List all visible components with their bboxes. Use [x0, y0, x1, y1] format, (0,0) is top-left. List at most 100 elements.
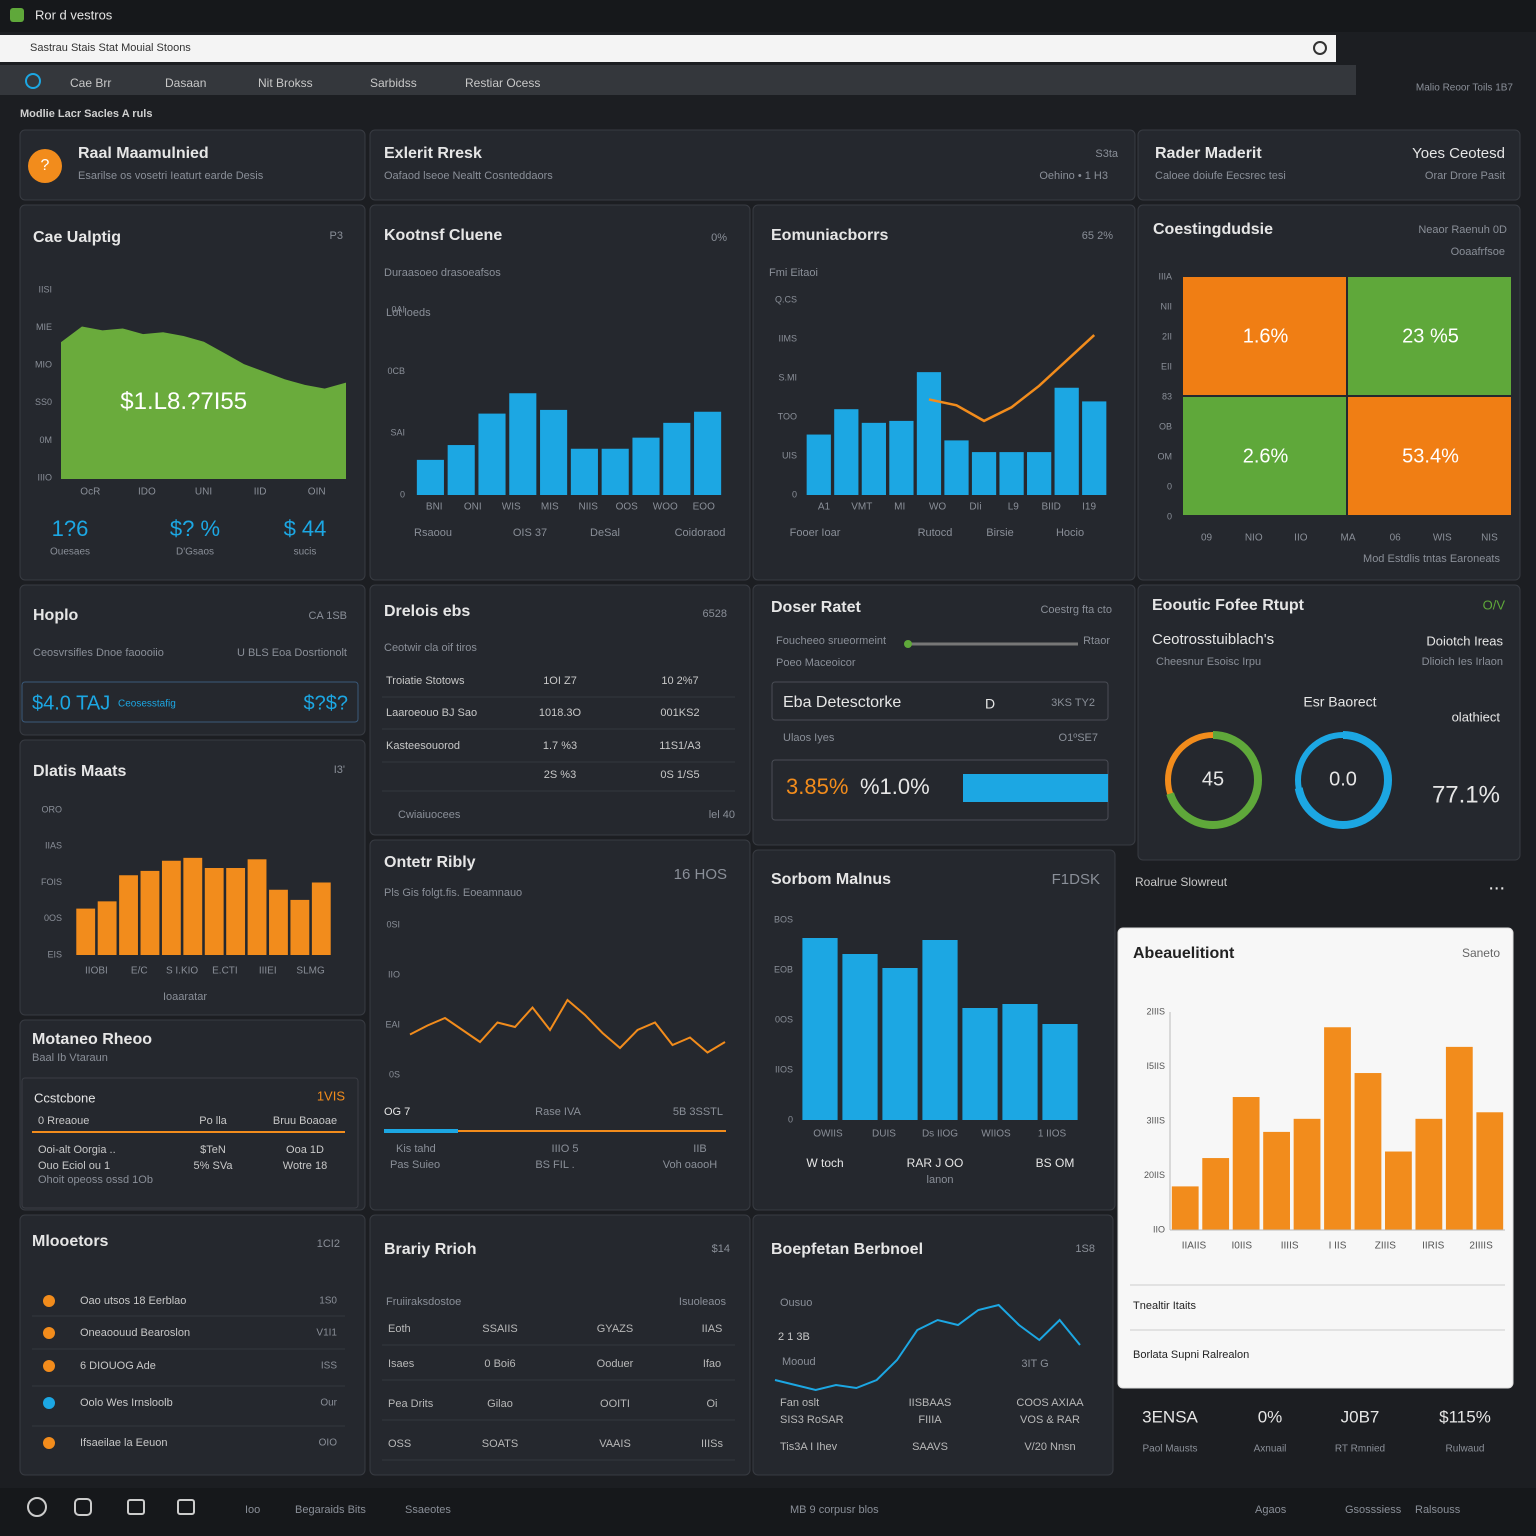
footer-label: Begaraids Bits	[295, 1504, 366, 1516]
y-tick-label: IIAS	[45, 841, 62, 851]
y-tick-label: 0SI	[386, 919, 400, 929]
table-cell: IIAS	[702, 1323, 723, 1335]
panel-text: Voh oaooH	[663, 1159, 717, 1171]
table-cell: IISBAAS	[909, 1397, 952, 1409]
address-text[interactable]: Sastrau Stais Stat Mouial Stoons	[30, 42, 191, 54]
y-tick-label: 0OS	[775, 1014, 793, 1024]
footer-icon[interactable]	[74, 1498, 92, 1516]
stat-label: Paol Mausts	[1142, 1444, 1197, 1455]
line	[774, 1303, 1081, 1392]
panel-text: Tnealtir Itaits	[1133, 1300, 1196, 1312]
line	[928, 334, 1096, 423]
footer-icon[interactable]	[27, 1497, 47, 1517]
nav-bar	[0, 65, 1356, 95]
panel-title: Hoplo	[33, 607, 79, 624]
panel-text: Caloee doiufe Eecsrec tesi	[1155, 170, 1286, 182]
footer-label: MB 9 corpusr blos	[790, 1504, 879, 1516]
bar	[971, 452, 997, 495]
footer-label: Ralsouss	[1415, 1504, 1461, 1516]
x-tick-label: OWIIS	[813, 1129, 843, 1140]
y-tick-label: OM	[1158, 451, 1173, 461]
address-bar[interactable]	[0, 35, 1336, 62]
bar	[802, 938, 838, 1120]
nav-icon[interactable]	[25, 73, 41, 89]
bar	[922, 940, 958, 1120]
x-tick-label: IDO	[138, 487, 156, 498]
x-tick-label: IIIEI	[259, 966, 277, 977]
bar	[226, 868, 246, 955]
panel-text: Fooer Ioar	[790, 527, 841, 539]
panel-text: Pas Suieo	[390, 1159, 440, 1171]
y-tick-label: 0AI	[391, 304, 405, 314]
footer-icon[interactable]	[127, 1499, 145, 1515]
cell-label: 2.6%	[1243, 445, 1289, 467]
nav-tab[interactable]: Dasaan	[165, 76, 206, 90]
bar	[447, 445, 475, 495]
bar	[916, 372, 942, 495]
x-tick-label: VMT	[851, 502, 872, 513]
bar	[183, 857, 203, 955]
table-cell: Troiatie Stotows	[386, 675, 465, 687]
x-tick-label: WO	[929, 502, 946, 513]
list-item: Ifsaeilae la Eeuon	[80, 1437, 167, 1449]
y-tick-label: EAI	[385, 1019, 400, 1029]
nav-tab[interactable]: Sarbidss	[370, 76, 417, 90]
bar	[861, 422, 886, 495]
nav-tab[interactable]: Nit Brokss	[258, 76, 313, 90]
panel-text: Rase IVA	[535, 1106, 581, 1118]
x-tick-label: NIS	[1481, 533, 1498, 544]
y-tick-label: MIE	[36, 322, 52, 332]
panel-right: O/V	[1483, 597, 1506, 612]
box	[21, 1077, 359, 1209]
table-cell: OSS	[388, 1438, 411, 1450]
list-value: V1I1	[316, 1328, 337, 1339]
stat-value: 1?6	[52, 516, 89, 541]
table-cell: 001KS2	[660, 707, 699, 719]
panel-text: W toch	[806, 1156, 843, 1170]
panel-text: Poeo Maceoicor	[776, 657, 856, 669]
panel-right: I3'	[334, 764, 345, 776]
panel-text: Hocio	[1056, 527, 1084, 539]
x-tick-label: IIAIIS	[1182, 1241, 1207, 1252]
panel-text: Rutocd	[918, 527, 953, 539]
y-tick-label: 0	[400, 489, 405, 499]
list-item: Oolo Wes Irnsloolb	[80, 1397, 173, 1409]
panel-right: Coestrg fta cto	[1040, 604, 1112, 616]
panel-right: 1CI2	[317, 1238, 340, 1250]
table-cell: Pea Drits	[388, 1398, 434, 1410]
nav-tab[interactable]: Restiar Ocess	[465, 76, 540, 90]
bar	[1476, 1112, 1504, 1230]
table-cell: 11S1/A3	[659, 740, 700, 752]
y-tick-label: EOB	[774, 964, 793, 974]
y-tick-label: 0M	[39, 435, 52, 445]
nav-tab[interactable]: Cae Brr	[70, 76, 111, 90]
panel-text: Ioaaratar	[163, 991, 207, 1003]
table-cell: OOITI	[600, 1398, 630, 1410]
bar	[663, 422, 691, 495]
x-tick-label: 09	[1201, 533, 1213, 544]
panel-text: IIIO 5	[552, 1143, 579, 1155]
panel-title: Ontetr Ribly	[384, 854, 476, 871]
gauge-arc	[1164, 731, 1262, 829]
y-tick-label: 3IIIS	[1146, 1115, 1165, 1125]
slider-handle[interactable]	[904, 640, 912, 648]
search-icon[interactable]	[1313, 41, 1327, 55]
panel-text: $?$?	[304, 692, 349, 714]
table-cell: SSAIIS	[482, 1323, 517, 1335]
panel-text: OIS 37	[513, 527, 547, 539]
bar	[97, 901, 117, 955]
y-tick-label: SAI	[390, 428, 405, 438]
bar	[601, 448, 629, 495]
stat-label: Rulwaud	[1446, 1444, 1485, 1455]
panel-text: %1.0%	[860, 774, 930, 799]
table-cell: 0 Rreaoue	[38, 1115, 89, 1127]
breadcrumb-right: Malio Reoor Toils 1B7	[1416, 83, 1514, 94]
panel	[369, 839, 751, 1211]
footer-icon[interactable]	[177, 1499, 195, 1515]
y-tick-label: IIIO	[37, 472, 52, 482]
panel-text: 2 1 3B	[778, 1331, 810, 1343]
panel-text: ?	[41, 157, 50, 174]
bar	[1385, 1151, 1412, 1230]
panel-text: Ousuo	[780, 1297, 812, 1309]
panel-text: ...	[1488, 872, 1505, 894]
